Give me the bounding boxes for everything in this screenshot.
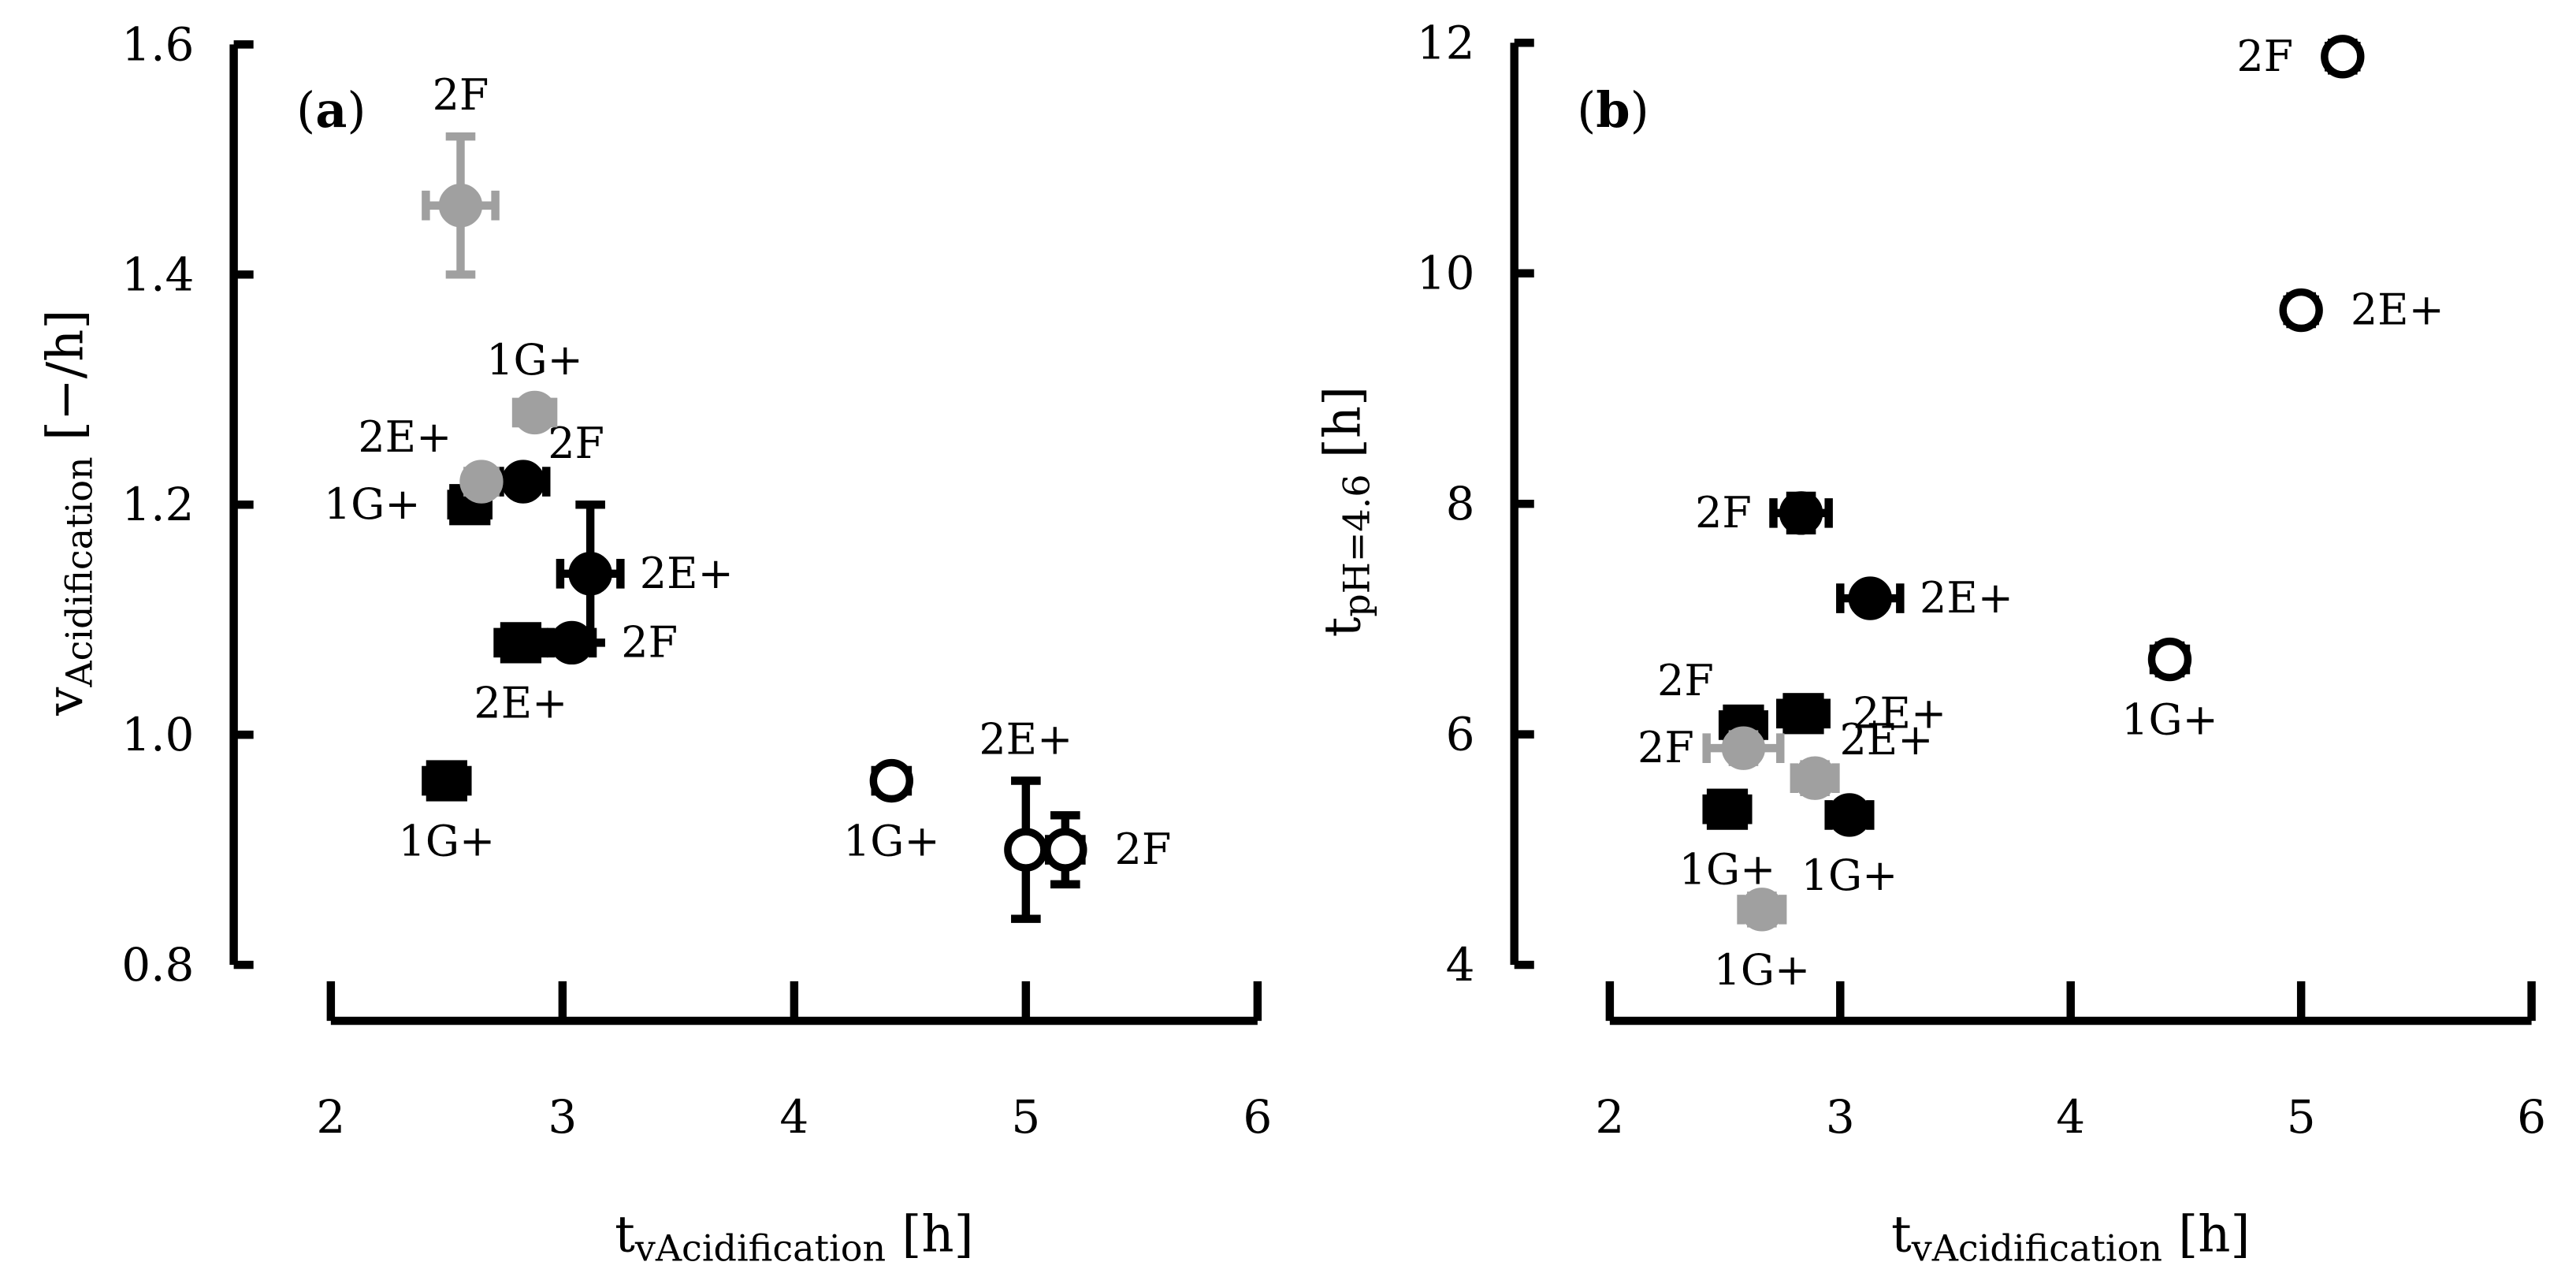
y-tick-label: 12 bbox=[1417, 16, 1475, 69]
x-tick-label: 4 bbox=[779, 1090, 808, 1144]
y-tick-label: 4 bbox=[1446, 938, 1475, 992]
data-point-square bbox=[426, 760, 467, 802]
x-tick-label: 5 bbox=[1011, 1090, 1040, 1144]
point-label: 2E+ bbox=[474, 678, 567, 728]
data-point-circle bbox=[1827, 793, 1872, 837]
point-label: 2F bbox=[1657, 656, 1714, 705]
x-tick-label: 6 bbox=[1243, 1090, 1272, 1144]
data-point-circle bbox=[459, 460, 504, 504]
data-point-circle bbox=[1779, 491, 1823, 535]
point-label: 2F bbox=[1115, 824, 1172, 874]
x-tick-label: 3 bbox=[1826, 1090, 1855, 1144]
x-tick-label: 2 bbox=[1595, 1090, 1624, 1144]
data-point-open-circle bbox=[2279, 288, 2323, 333]
point-label: 1G+ bbox=[486, 335, 583, 385]
point-label: 1G+ bbox=[324, 479, 421, 529]
data-point-circle bbox=[438, 184, 483, 228]
point-label: 2E+ bbox=[1853, 688, 1946, 738]
panel-label: (a) bbox=[296, 81, 366, 139]
y-tick-label: 1.4 bbox=[121, 248, 194, 301]
point-label: 1G+ bbox=[2121, 695, 2218, 745]
data-point-open-circle bbox=[1043, 828, 1087, 872]
point-label: 2E+ bbox=[1920, 573, 2013, 623]
data-point-square bbox=[500, 622, 542, 664]
data-point-square bbox=[1782, 693, 1824, 735]
panel-a: 0.8 1.0 1.2 1.4 1.6 2 3 4 5 6 (a) tvAcidification [… bbox=[36, 17, 1272, 1269]
data-point-open-circle bbox=[1004, 828, 1048, 872]
x-tick-label: 5 bbox=[2287, 1090, 2316, 1144]
point-label: 2F bbox=[433, 70, 489, 120]
data-point-circle bbox=[1740, 888, 1784, 932]
data-point-circle bbox=[1721, 726, 1766, 770]
y-tick-label: 1.2 bbox=[121, 478, 194, 531]
data-point-circle bbox=[1848, 576, 1892, 620]
data-point-circle bbox=[501, 460, 545, 504]
x-tick-label: 3 bbox=[548, 1090, 577, 1144]
data-point-circle bbox=[1793, 756, 1837, 800]
y-tick-label: 1.0 bbox=[121, 708, 194, 761]
x-axis-title: tvAcidification [h] bbox=[615, 1206, 973, 1270]
point-label: 2F bbox=[1695, 488, 1752, 538]
y-tick-label: 0.8 bbox=[121, 938, 194, 992]
point-label: 2E+ bbox=[358, 412, 452, 462]
data-point-open-circle bbox=[2321, 35, 2365, 79]
data-point-open-circle bbox=[2147, 637, 2192, 682]
point-label: 2E+ bbox=[640, 549, 734, 598]
point-label: 1G+ bbox=[843, 816, 940, 865]
point-label: 1G+ bbox=[1679, 845, 1776, 895]
data-point-square bbox=[1706, 788, 1749, 830]
x-tick-label: 2 bbox=[316, 1090, 345, 1144]
data-point-open-circle bbox=[869, 758, 914, 803]
y-tick-label: 1.6 bbox=[121, 17, 194, 71]
y-tick-label: 10 bbox=[1417, 247, 1475, 300]
x-tick-label: 4 bbox=[2056, 1090, 2085, 1144]
point-label: 2E+ bbox=[2351, 285, 2444, 335]
x-axis-title: tvAcidification [h] bbox=[1891, 1206, 2250, 1270]
point-label: 2F bbox=[1637, 723, 1694, 772]
point-label: 1G+ bbox=[398, 816, 495, 865]
y-axis-title: tpH=4.6 [h] bbox=[1314, 386, 1377, 637]
data-point-circle bbox=[568, 552, 612, 596]
point-label: 2F bbox=[621, 617, 678, 667]
data-point-circle bbox=[549, 620, 594, 665]
data-point-circle bbox=[512, 390, 557, 435]
point-label: 2F bbox=[2236, 32, 2293, 81]
y-tick-label: 8 bbox=[1446, 477, 1475, 530]
point-label: 2E+ bbox=[1839, 715, 1933, 765]
x-tick-label: 6 bbox=[2517, 1090, 2546, 1144]
panel-b: 4 6 8 10 12 2 3 4 5 6 (b) tvAcidification [h] tpH=4.… bbox=[1314, 16, 2546, 1269]
y-tick-label: 6 bbox=[1446, 708, 1475, 761]
y-axis-title: vAcidification [−/h] bbox=[36, 310, 100, 717]
point-label: 1G+ bbox=[1801, 851, 1898, 900]
point-label: 2E+ bbox=[979, 715, 1072, 765]
panel-label: (b) bbox=[1577, 81, 1649, 139]
point-label: 1G+ bbox=[1713, 945, 1810, 995]
